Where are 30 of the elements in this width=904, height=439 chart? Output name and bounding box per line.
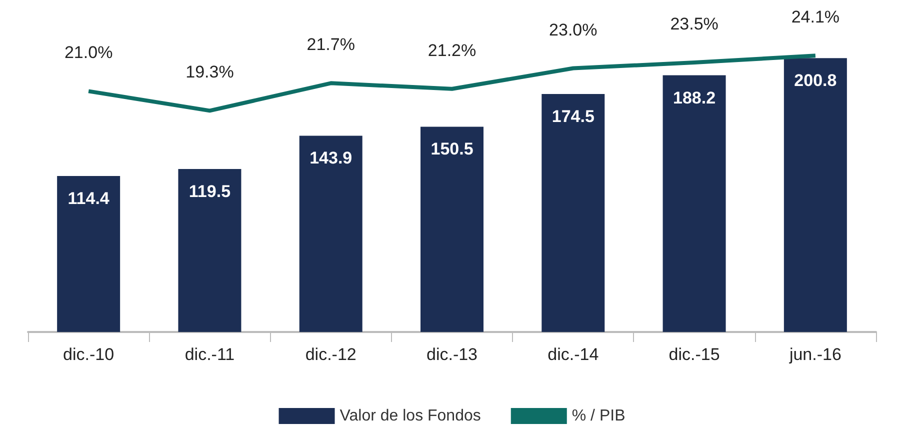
data-label: 200.8 <box>794 71 837 90</box>
data-label: 23.0% <box>549 20 598 40</box>
data-label: 114.4 <box>68 188 110 208</box>
bar <box>542 94 605 332</box>
x-tick-label: dic.-14 <box>548 345 599 364</box>
x-tick-label: dic.-12 <box>305 345 356 364</box>
data-label: 23.5% <box>670 14 718 34</box>
data-label: 150.5 <box>430 140 474 159</box>
data-label: 119.5 <box>188 182 231 202</box>
bar <box>299 136 362 332</box>
bar <box>420 126 484 332</box>
data-label: 21.2% <box>428 40 476 60</box>
data-label: 21.0% <box>64 43 113 62</box>
legend-label: Valor de los Fondos <box>340 408 481 424</box>
bar <box>662 75 726 332</box>
bar <box>784 58 847 332</box>
data-label: 174.5 <box>552 106 594 126</box>
data-label: 19.3% <box>186 62 234 82</box>
x-tick-label: dic.-11 <box>184 345 235 364</box>
data-label: 143.9 <box>310 148 352 168</box>
bar <box>57 176 120 332</box>
data-label: 21.7% <box>306 35 355 54</box>
data-label: 24.1% <box>791 8 840 27</box>
x-tick-label: jun.-16 <box>788 345 842 364</box>
legend-label: % / PIB <box>572 408 626 424</box>
bar <box>178 169 242 332</box>
x-tick-label: dic.-10 <box>63 345 114 364</box>
data-label: 188.2 <box>673 88 716 108</box>
x-tick-label: dic.-13 <box>426 345 478 364</box>
x-tick-label: dic.-15 <box>668 345 720 364</box>
